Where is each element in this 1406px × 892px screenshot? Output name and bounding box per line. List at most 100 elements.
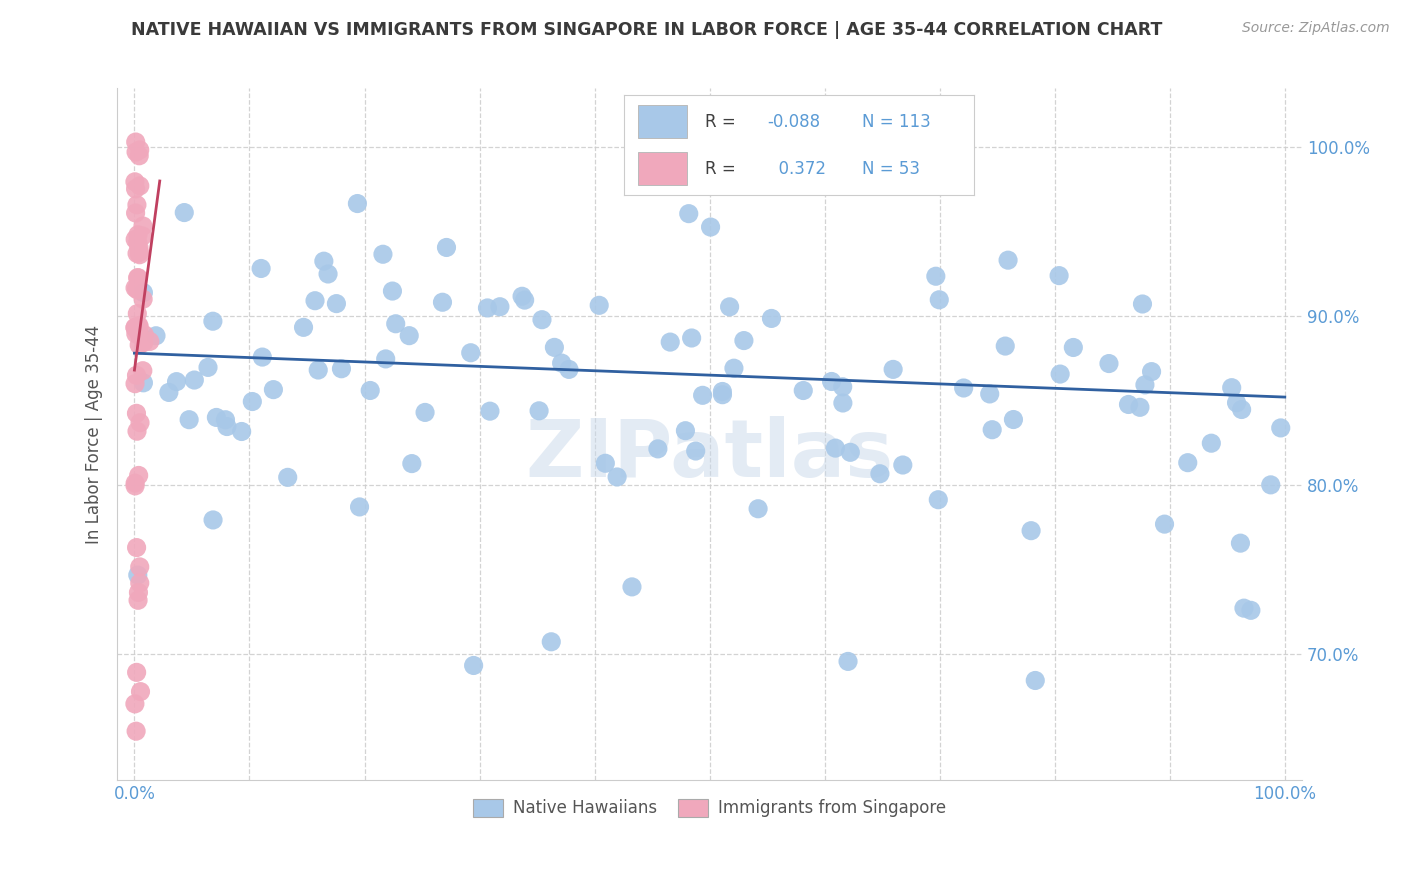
- Point: [127, 283, 149, 297]
- Point: [127, 227, 149, 242]
- Point: [205, 410, 228, 425]
- Point: [1240, 603, 1263, 617]
- Point: [1047, 268, 1070, 283]
- Point: [304, 293, 326, 308]
- Point: [558, 362, 581, 376]
- Point: [685, 444, 707, 458]
- Point: [129, 416, 152, 430]
- Point: [478, 404, 501, 418]
- Point: [124, 479, 146, 493]
- Point: [214, 413, 236, 427]
- Point: [128, 240, 150, 254]
- Point: [128, 248, 150, 262]
- Point: [733, 334, 755, 348]
- Point: [928, 293, 950, 307]
- Point: [125, 145, 148, 159]
- Point: [128, 143, 150, 157]
- Point: [1062, 341, 1084, 355]
- Point: [820, 375, 842, 389]
- Point: [513, 293, 536, 307]
- Point: [240, 394, 263, 409]
- Point: [128, 468, 150, 483]
- Point: [747, 501, 769, 516]
- Point: [132, 376, 155, 390]
- Point: [124, 182, 146, 196]
- Point: [139, 334, 162, 349]
- Point: [125, 246, 148, 260]
- Point: [699, 220, 721, 235]
- Point: [346, 196, 368, 211]
- Point: [692, 388, 714, 402]
- Point: [530, 312, 553, 326]
- Point: [166, 375, 188, 389]
- Point: [952, 381, 974, 395]
- Point: [792, 384, 814, 398]
- Point: [371, 247, 394, 261]
- Point: [432, 295, 454, 310]
- Point: [127, 270, 149, 285]
- Point: [925, 269, 948, 284]
- Point: [252, 350, 274, 364]
- Point: [659, 335, 682, 350]
- Point: [124, 175, 146, 189]
- Point: [831, 396, 853, 410]
- Point: [1133, 377, 1156, 392]
- Point: [1260, 478, 1282, 492]
- Point: [1220, 381, 1243, 395]
- Point: [125, 326, 148, 341]
- Point: [550, 356, 572, 370]
- Point: [824, 441, 846, 455]
- Point: [477, 301, 499, 315]
- Point: [588, 298, 610, 312]
- Point: [839, 445, 862, 459]
- Point: [927, 492, 949, 507]
- Point: [262, 383, 284, 397]
- Point: [1129, 401, 1152, 415]
- Point: [125, 665, 148, 680]
- Point: [197, 360, 219, 375]
- Point: [540, 634, 562, 648]
- Point: [128, 319, 150, 334]
- Point: [127, 585, 149, 599]
- Point: [1225, 396, 1247, 410]
- Point: [128, 245, 150, 260]
- Point: [595, 456, 617, 470]
- Point: [831, 380, 853, 394]
- Point: [761, 311, 783, 326]
- Point: [869, 467, 891, 481]
- Point: [128, 149, 150, 163]
- Point: [124, 697, 146, 711]
- Point: [128, 338, 150, 352]
- Point: [125, 724, 148, 739]
- Text: ZIPatlas: ZIPatlas: [526, 416, 894, 494]
- Point: [401, 457, 423, 471]
- Point: [711, 387, 734, 401]
- Point: [202, 513, 225, 527]
- Point: [1132, 297, 1154, 311]
- Point: [127, 568, 149, 582]
- Point: [606, 470, 628, 484]
- Point: [979, 387, 1001, 401]
- Point: [292, 320, 315, 334]
- Point: [1270, 421, 1292, 435]
- Point: [124, 206, 146, 220]
- Point: [1118, 397, 1140, 411]
- Point: [398, 328, 420, 343]
- Point: [1229, 536, 1251, 550]
- Text: NATIVE HAWAIIAN VS IMMIGRANTS FROM SINGAPORE IN LABOR FORCE | AGE 35-44 CORRELAT: NATIVE HAWAIIAN VS IMMIGRANTS FROM SINGA…: [131, 21, 1163, 38]
- Point: [132, 364, 155, 378]
- Point: [1201, 436, 1223, 450]
- Point: [463, 658, 485, 673]
- Point: [543, 340, 565, 354]
- Point: [527, 404, 550, 418]
- Point: [1002, 412, 1025, 426]
- Point: [711, 384, 734, 399]
- Point: [127, 307, 149, 321]
- Point: [678, 207, 700, 221]
- Point: [891, 458, 914, 472]
- Y-axis label: In Labor Force | Age 35-44: In Labor Force | Age 35-44: [86, 325, 103, 544]
- Point: [673, 424, 696, 438]
- Point: [325, 296, 347, 310]
- Point: [127, 270, 149, 285]
- Point: [510, 289, 533, 303]
